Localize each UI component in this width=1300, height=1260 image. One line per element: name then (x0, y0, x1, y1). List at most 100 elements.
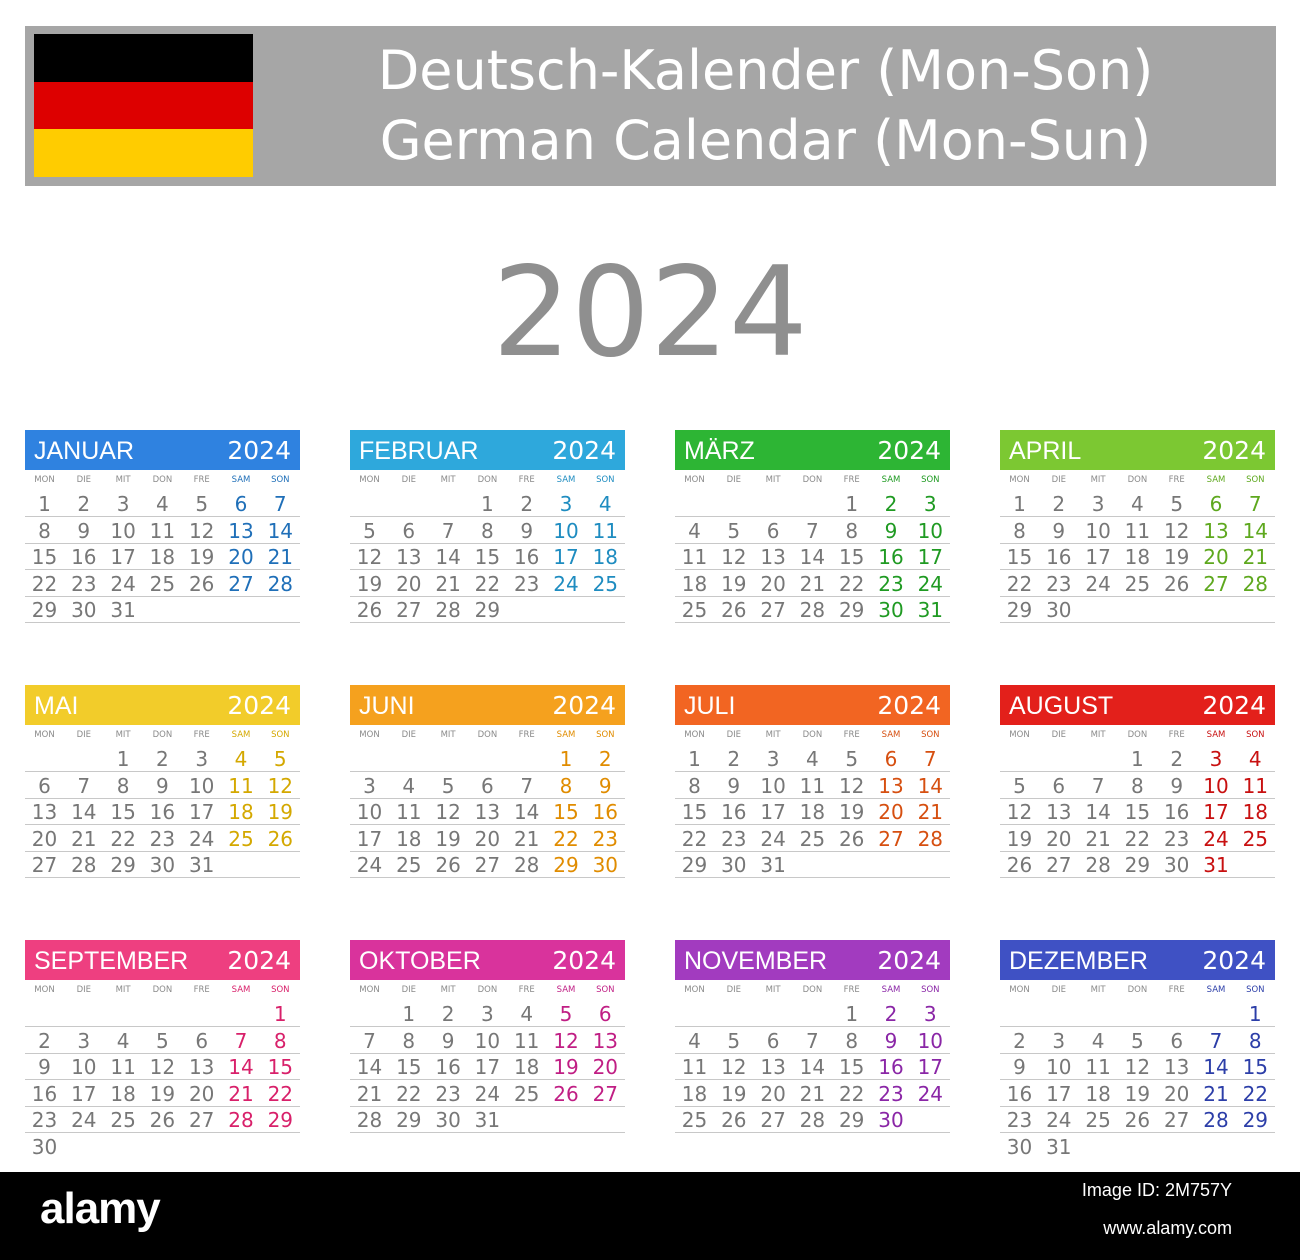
day-cell: 13 (474, 800, 501, 824)
week-row: 15 16 17 18 19 20 21 (675, 799, 950, 825)
week-row: 15 16 17 18 19 20 21 (1000, 544, 1275, 570)
day-cell: 14 (1203, 1055, 1229, 1079)
weekday-label: DON (477, 730, 498, 740)
day-cell: 29 (110, 853, 136, 877)
day-cell: 6 (766, 518, 780, 543)
month-name: MAI (34, 692, 79, 720)
weekday-label: SAM (231, 730, 251, 740)
day-cell: 14 (1085, 800, 1111, 824)
site-url: www.alamy.com (1103, 1218, 1232, 1238)
week-row: 23 24 25 26 27 28 29 (25, 1107, 300, 1133)
year-title: 2024 (492, 241, 808, 385)
weekday-label: SON (1246, 730, 1265, 740)
day-cell: 8 (845, 1028, 859, 1053)
month-year: 2024 (877, 691, 941, 720)
day-cell: 29 (553, 853, 579, 877)
day-cell: 2 (38, 1028, 51, 1053)
month-name: JUNI (359, 692, 415, 720)
day-cell: 5 (363, 518, 376, 543)
weekday-label: MIT (765, 730, 781, 740)
day-cell: 23 (878, 571, 904, 596)
month-2: FEBRUAR 2024 MON DIE MIT DON FRE SAM SON 1 2 3 4 5 6 7 8… (350, 430, 625, 660)
day-cell: 24 (553, 571, 579, 596)
weekday-label: SAM (556, 475, 576, 485)
weekday-header-row: MON DIE MIT DON FRE SAM SON (675, 472, 950, 488)
day-cell: 30 (71, 598, 97, 622)
day-cell: 6 (1052, 773, 1066, 798)
day-cell: 2 (520, 492, 534, 516)
day-cell: 3 (1091, 492, 1105, 516)
day-cell: 2 (884, 1002, 898, 1026)
day-cell: 31 (917, 598, 944, 622)
weekday-label: SON (596, 985, 615, 995)
week-row: 11 12 13 14 15 16 17 (675, 1054, 950, 1080)
day-cell: 1 (845, 492, 859, 516)
day-cell: 14 (71, 800, 97, 824)
day-cell: 14 (799, 545, 826, 569)
day-cell: 13 (592, 1028, 619, 1053)
day-cell: 4 (402, 773, 416, 798)
month-name: NOVEMBER (684, 947, 828, 975)
day-cell: 9 (520, 518, 534, 543)
day-cell: 30 (878, 1108, 904, 1132)
day-cell: 12 (553, 1028, 579, 1053)
image-id: Image ID: 2M757Y (1081, 1180, 1232, 1200)
weekday-label: DIE (76, 730, 92, 740)
day-cell: 13 (396, 545, 422, 569)
day-cell: 12 (838, 773, 865, 798)
day-cell: 7 (1209, 1028, 1223, 1053)
day-cell: 12 (721, 545, 747, 569)
day-cell: 10 (917, 518, 944, 543)
day-cell: 12 (149, 1055, 176, 1079)
day-cell: 16 (71, 545, 97, 569)
day-cell: 1 (1248, 1002, 1262, 1026)
day-cell: 17 (356, 826, 383, 851)
day-cell: 4 (520, 1002, 534, 1026)
month-year: 2024 (552, 691, 616, 720)
day-cell: 12 (1124, 1055, 1151, 1079)
day-cell: 9 (884, 1028, 898, 1053)
day-cell: 10 (917, 1028, 944, 1053)
day-cell: 7 (1091, 773, 1105, 798)
month-3: MÄRZ 2024 MON DIE MIT DON FRE SAM SON 1 2 3 4 5 6 7 8 9 10… (675, 430, 950, 660)
day-cell: 30 (592, 853, 619, 877)
day-cell: 19 (435, 826, 461, 851)
day-cell: 2 (156, 747, 169, 771)
day-cell: 14 (435, 545, 461, 569)
day-cell: 30 (878, 598, 904, 622)
day-cell: 29 (681, 853, 708, 877)
day-cell: 3 (1209, 747, 1223, 771)
day-cell: 20 (1163, 1081, 1190, 1106)
day-cell: 21 (917, 800, 944, 824)
day-cell: 13 (1203, 518, 1229, 543)
week-row: 5 6 7 8 9 10 11 (350, 518, 625, 544)
weekday-label: DON (802, 475, 823, 485)
week-row: 20 21 22 23 24 25 26 (25, 826, 300, 852)
day-cell: 27 (1163, 1108, 1190, 1132)
day-cell: 29 (396, 1108, 422, 1132)
weekday-label: DON (1127, 730, 1148, 740)
day-cell: 8 (116, 773, 130, 798)
day-cell: 18 (110, 1081, 136, 1106)
week-row: 1 (1000, 1001, 1275, 1027)
weekday-label: SON (1246, 475, 1265, 485)
day-cell: 7 (234, 1028, 248, 1053)
day-cell: 6 (402, 518, 416, 543)
day-cell: 16 (878, 545, 904, 569)
day-cell: 11 (681, 1055, 708, 1079)
month-year: 2024 (1202, 436, 1266, 465)
day-cell: 21 (1203, 1081, 1229, 1106)
day-cell: 15 (838, 1055, 865, 1079)
day-cell: 2 (884, 492, 898, 516)
weekday-label: MIT (765, 985, 781, 995)
weekday-label: SAM (1206, 985, 1226, 995)
day-cell: 6 (38, 773, 51, 798)
day-cell: 27 (188, 1108, 215, 1132)
day-cell: 29 (1006, 598, 1033, 622)
month-11: NOVEMBER 2024 MON DIE MIT DON FRE SAM SON 1 2 3 4 5 6 7… (675, 940, 950, 1170)
day-cell: 27 (31, 853, 58, 877)
day-cell: 15 (1124, 800, 1151, 824)
day-cell: 10 (188, 773, 215, 798)
flag-stripe-red (34, 81, 253, 130)
